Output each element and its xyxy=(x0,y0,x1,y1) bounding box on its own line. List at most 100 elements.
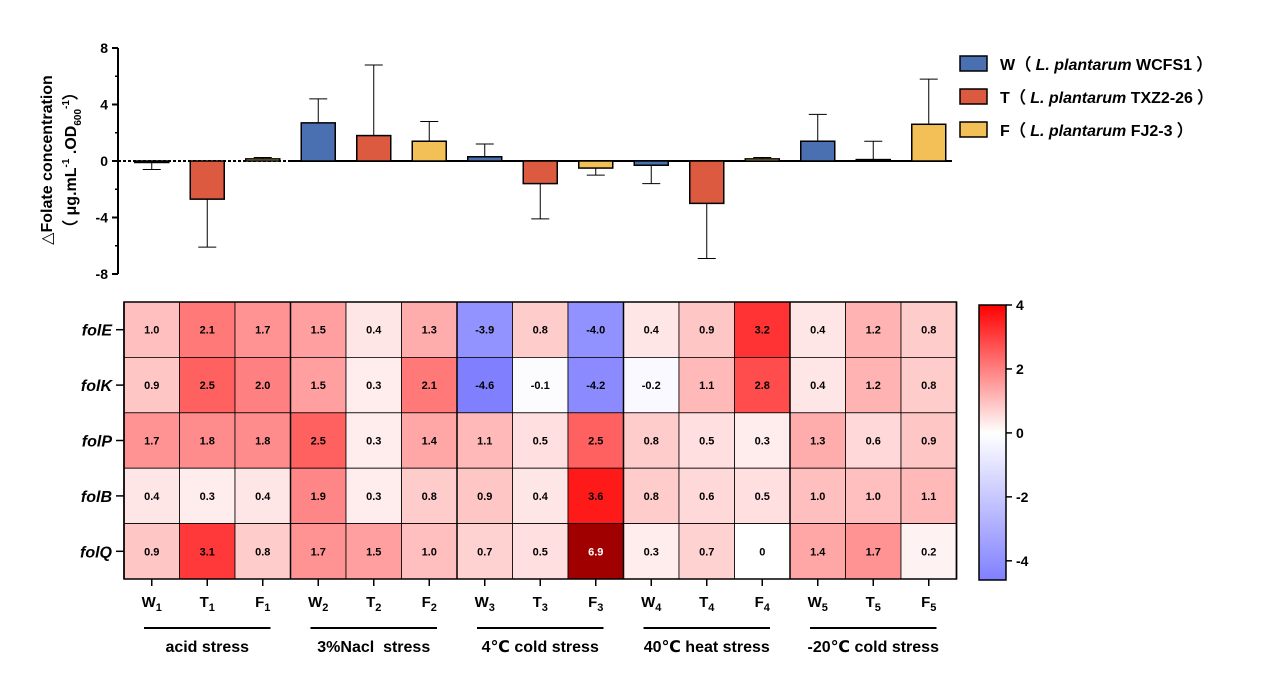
heatmap-cell xyxy=(234,412,291,469)
bar xyxy=(467,156,503,162)
heatmap-col-label: T1 xyxy=(200,594,215,614)
heatmap-cell xyxy=(179,301,236,358)
heatmap-cell-value: 0.9 xyxy=(144,546,159,558)
bar xyxy=(911,123,947,162)
heatmap-cell xyxy=(179,356,236,414)
heatmap-cell-value: 0.7 xyxy=(477,546,492,558)
heatmap-cell xyxy=(845,301,902,358)
heatmap-cell-value: 1.5 xyxy=(311,325,326,337)
heatmap-col-label: W5 xyxy=(808,594,828,614)
heatmap-col-labels: W1 T1 F1 W2 T2 F2 W3 T3 F3 W4 T4 F4 W5 T5 F5 xyxy=(142,579,936,614)
heatmap-row-labels: folE folK folP folB folQ xyxy=(80,323,124,561)
heatmap-cell xyxy=(345,412,402,469)
heatmap-cell-value: 0.5 xyxy=(533,546,548,558)
heatmap-cell xyxy=(512,301,569,358)
heatmap-cell-value: 1.7 xyxy=(255,325,270,337)
heatmap-cell-value: 6.9 xyxy=(588,546,603,558)
heatmap-cell-value: 0.5 xyxy=(533,436,548,448)
heatmap-cell-value: 0.8 xyxy=(921,325,936,337)
heatmap-cell-value: 0.5 xyxy=(699,436,714,448)
heatmap-cell xyxy=(234,467,291,525)
heatmap-cell xyxy=(290,301,347,358)
bar xyxy=(633,160,669,166)
heatmap-col-label: W4 xyxy=(641,594,662,614)
heatmap-cell-value: 1.0 xyxy=(866,491,881,503)
heatmap-cell xyxy=(345,301,402,358)
bar xyxy=(855,158,891,162)
heatmap-cell-value: 1.1 xyxy=(477,436,492,448)
heatmap-cell-value: 0.3 xyxy=(366,491,381,503)
heatmap-cell-value: -3.9 xyxy=(475,325,494,337)
heatmap-cell-value: 2.5 xyxy=(588,436,603,448)
heatmap-cell-value: 1.0 xyxy=(810,491,825,503)
heatmap-cell-value: 1.4 xyxy=(422,436,438,448)
colorbar: 4 2 0 -2 -4 xyxy=(978,297,1029,581)
heatmap-cell-value: 2.8 xyxy=(755,380,770,392)
heatmap-cell-value: 1.2 xyxy=(866,380,881,392)
bars xyxy=(134,64,947,259)
colorbar-gradient xyxy=(978,304,1007,581)
heatmap-cell xyxy=(900,301,957,358)
colorbar-tick-label: 0 xyxy=(1016,425,1024,441)
heatmap-cell xyxy=(567,523,624,580)
group-label: 3%Nacl stress xyxy=(317,639,430,656)
heatmap-cell-value: 0.3 xyxy=(366,380,381,392)
heatmap-cell-value: 1.7 xyxy=(866,546,881,558)
heatmap-cell xyxy=(567,301,624,358)
heatmap-cell-value: 0 xyxy=(759,546,765,558)
heatmap-cell-value: 0.9 xyxy=(921,436,936,448)
heatmap-cell xyxy=(567,412,624,469)
heatmap-cell-value: 1.0 xyxy=(422,546,437,558)
colorbar-tick-label: 4 xyxy=(1016,297,1024,313)
group-label: -20℃ cold stress xyxy=(808,639,940,656)
heatmap-cell xyxy=(512,523,569,580)
legend-entry: F（ L. plantarum FJ2-3 ） xyxy=(1000,122,1193,140)
heatmap-cell-value: 0.8 xyxy=(644,436,659,448)
heatmap-cell-value: 0.4 xyxy=(144,491,160,503)
legend: W（ L. plantarum WCFS1 ） T（ L. plantarum T… xyxy=(959,55,1213,140)
bar xyxy=(411,140,447,162)
heatmap-col-label: T2 xyxy=(366,594,381,614)
bar xyxy=(356,134,392,162)
heatmap-cell xyxy=(401,467,458,525)
heatmap-cell-value: 1.8 xyxy=(200,436,215,448)
bar-y-tick-label: 4 xyxy=(100,97,108,113)
heatmap-cell xyxy=(234,301,291,358)
heatmap-cell-value: 0.6 xyxy=(699,491,714,503)
heatmap-col-label: F2 xyxy=(422,594,437,614)
heatmap-cell xyxy=(401,301,458,358)
heatmap-cell xyxy=(900,412,957,469)
group-label: 4℃ cold stress xyxy=(482,639,599,656)
heatmap-cell xyxy=(678,467,735,525)
heatmap-cell xyxy=(345,467,402,525)
legend-entry: T（ L. plantarum TXZ2-26 ） xyxy=(1000,89,1213,107)
heatmap-col-label: W1 xyxy=(142,594,162,614)
heatmap-cell-value: 2.1 xyxy=(422,380,437,392)
bar-y-axis: 8 4 0 -4 -8 xyxy=(96,40,119,282)
heatmap-cell-value: 0.4 xyxy=(810,325,826,337)
heatmap-cell xyxy=(789,467,846,525)
heatmap-cell-value: 0.4 xyxy=(366,325,382,337)
heatmap-groups: acid stress 3%Nacl stress 4℃ cold stress 40… xyxy=(144,627,940,656)
heatmap-cell xyxy=(290,523,347,580)
heatmap-cell-value: -4.0 xyxy=(586,325,605,337)
bar-y-tick-label: -8 xyxy=(96,266,109,282)
heatmap-cell xyxy=(845,412,902,469)
bar-y-tick-label: 0 xyxy=(100,153,108,169)
bar xyxy=(245,158,281,162)
group-label: acid stress xyxy=(165,639,249,656)
bar-chart: 8 4 0 -4 -8 △Folate concentration （ μg.mL-1 … xyxy=(39,40,1213,282)
legend-entry: W（ L. plantarum WCFS1 ） xyxy=(1000,56,1212,74)
heatmap-cell-value: 0.9 xyxy=(699,325,714,337)
heatmap-cell-value: -4.6 xyxy=(475,380,494,392)
heatmap-cell-value: 0.4 xyxy=(810,380,826,392)
heatmap-cell-value: 0.6 xyxy=(866,436,881,448)
heatmap-cell xyxy=(734,412,791,469)
heatmap-cell-value: 3.1 xyxy=(200,546,215,558)
heatmap-row-label: folQ xyxy=(80,544,113,561)
heatmap-cell-value: 1.1 xyxy=(699,380,714,392)
heatmap-cell-value: 2.5 xyxy=(200,380,215,392)
heatmap-cell-value: 0.8 xyxy=(255,546,270,558)
colorbar-tick-label: 2 xyxy=(1016,361,1024,377)
